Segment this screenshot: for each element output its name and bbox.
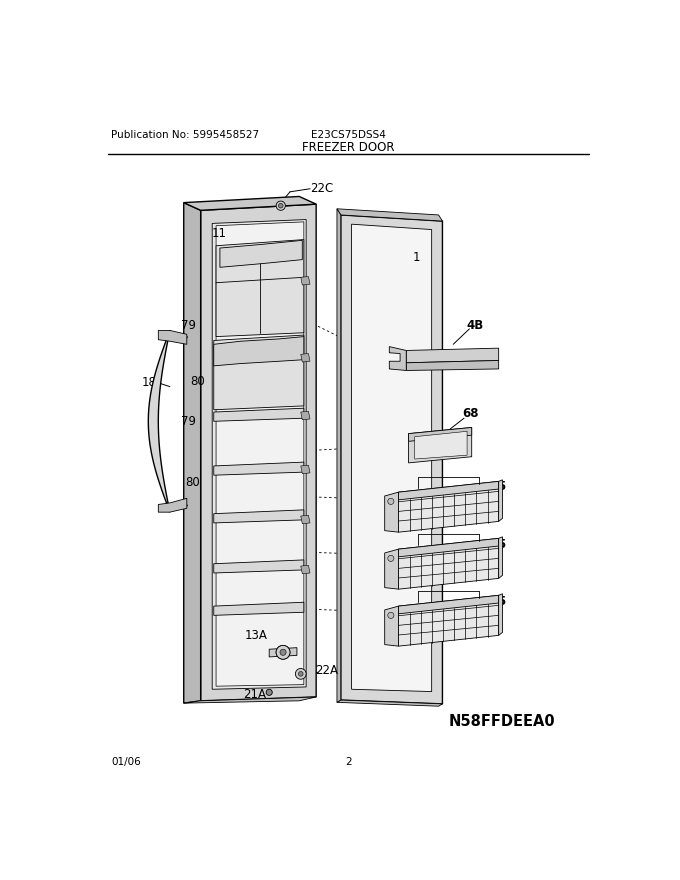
Polygon shape bbox=[406, 361, 498, 370]
Polygon shape bbox=[398, 595, 498, 646]
Text: 5: 5 bbox=[497, 480, 505, 494]
Circle shape bbox=[278, 203, 283, 208]
Polygon shape bbox=[184, 697, 316, 703]
Circle shape bbox=[295, 669, 306, 679]
Polygon shape bbox=[184, 202, 201, 703]
Polygon shape bbox=[337, 700, 443, 707]
Polygon shape bbox=[337, 209, 341, 702]
Text: 11: 11 bbox=[211, 227, 226, 240]
Text: Publication No: 5995458527: Publication No: 5995458527 bbox=[112, 130, 260, 140]
Text: 21A: 21A bbox=[243, 688, 266, 701]
Polygon shape bbox=[337, 209, 443, 221]
Polygon shape bbox=[216, 239, 304, 336]
Polygon shape bbox=[214, 336, 304, 366]
Polygon shape bbox=[269, 648, 297, 656]
Polygon shape bbox=[415, 431, 467, 459]
Text: 13A: 13A bbox=[245, 629, 267, 642]
Polygon shape bbox=[398, 539, 498, 557]
Text: 2: 2 bbox=[345, 757, 352, 766]
Polygon shape bbox=[498, 480, 503, 521]
Polygon shape bbox=[301, 411, 310, 420]
Polygon shape bbox=[385, 492, 398, 532]
Polygon shape bbox=[301, 354, 310, 362]
Text: N58FFDEEA0: N58FFDEEA0 bbox=[449, 714, 556, 730]
Polygon shape bbox=[398, 595, 498, 614]
Polygon shape bbox=[498, 537, 503, 578]
Text: 22A: 22A bbox=[316, 664, 339, 678]
Polygon shape bbox=[214, 335, 304, 410]
Text: 4B: 4B bbox=[467, 319, 484, 333]
Text: 5: 5 bbox=[497, 538, 505, 551]
Circle shape bbox=[276, 201, 286, 210]
Polygon shape bbox=[201, 204, 316, 700]
Text: 01/06: 01/06 bbox=[112, 757, 141, 766]
Circle shape bbox=[388, 555, 394, 561]
Polygon shape bbox=[301, 276, 310, 285]
Polygon shape bbox=[148, 330, 170, 512]
Polygon shape bbox=[398, 481, 498, 500]
Text: 18: 18 bbox=[141, 377, 156, 389]
Text: FREEZER DOOR: FREEZER DOOR bbox=[302, 141, 395, 154]
Polygon shape bbox=[390, 347, 406, 370]
Polygon shape bbox=[212, 219, 306, 689]
Polygon shape bbox=[498, 594, 503, 635]
Circle shape bbox=[388, 612, 394, 619]
Polygon shape bbox=[398, 539, 498, 590]
Polygon shape bbox=[409, 428, 472, 463]
Polygon shape bbox=[301, 515, 310, 524]
Polygon shape bbox=[406, 348, 498, 363]
Polygon shape bbox=[214, 462, 304, 475]
Text: 79: 79 bbox=[181, 319, 196, 332]
Circle shape bbox=[266, 689, 272, 695]
Circle shape bbox=[276, 645, 290, 659]
Text: 79: 79 bbox=[181, 414, 196, 428]
Circle shape bbox=[299, 671, 303, 676]
Polygon shape bbox=[409, 428, 472, 442]
Text: 5: 5 bbox=[497, 595, 505, 608]
Circle shape bbox=[388, 498, 394, 504]
Circle shape bbox=[276, 645, 290, 659]
Polygon shape bbox=[214, 560, 304, 573]
Polygon shape bbox=[385, 549, 398, 590]
Polygon shape bbox=[385, 606, 398, 646]
Text: 22C: 22C bbox=[310, 182, 333, 195]
Polygon shape bbox=[398, 481, 498, 532]
Text: 80: 80 bbox=[190, 375, 205, 388]
Polygon shape bbox=[184, 196, 316, 210]
Polygon shape bbox=[301, 466, 310, 473]
Text: 68: 68 bbox=[462, 407, 479, 420]
Polygon shape bbox=[220, 240, 303, 268]
Polygon shape bbox=[214, 602, 304, 615]
Text: 1: 1 bbox=[413, 251, 420, 264]
Polygon shape bbox=[341, 215, 443, 704]
Text: E23CS75DSS4: E23CS75DSS4 bbox=[311, 130, 386, 140]
Polygon shape bbox=[216, 222, 304, 686]
Polygon shape bbox=[158, 498, 187, 512]
Polygon shape bbox=[158, 330, 187, 344]
Text: 80: 80 bbox=[186, 476, 201, 489]
Polygon shape bbox=[214, 510, 304, 523]
Polygon shape bbox=[352, 224, 432, 692]
Polygon shape bbox=[301, 565, 310, 574]
Polygon shape bbox=[214, 408, 304, 422]
Circle shape bbox=[280, 649, 286, 656]
